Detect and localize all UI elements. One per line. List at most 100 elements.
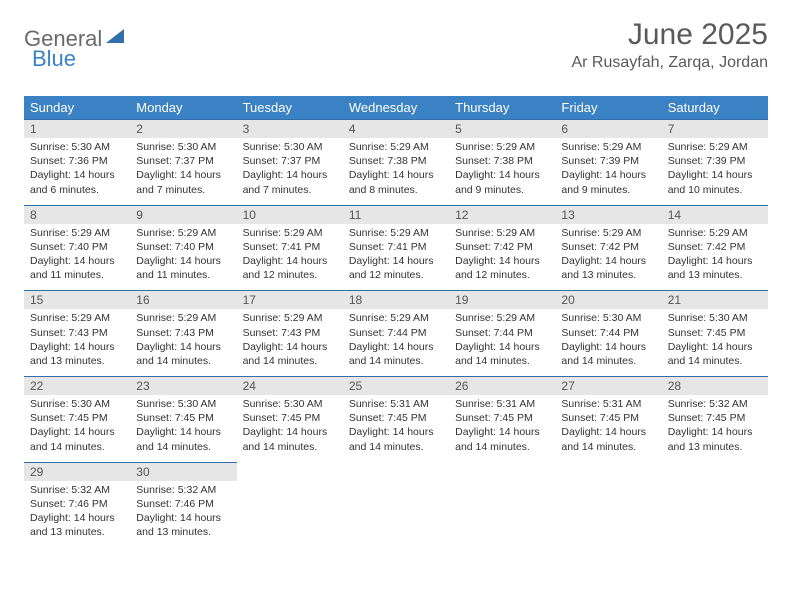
sunrise-line: Sunrise: 5:32 AM — [136, 483, 230, 497]
day-body: Sunrise: 5:29 AMSunset: 7:40 PMDaylight:… — [130, 224, 236, 291]
day-body: Sunrise: 5:32 AMSunset: 7:46 PMDaylight:… — [24, 481, 130, 548]
calendar-table: SundayMondayTuesdayWednesdayThursdayFrid… — [24, 96, 768, 547]
sunrise-line: Sunrise: 5:29 AM — [136, 311, 230, 325]
day-number: 6 — [555, 120, 661, 138]
calendar-cell: 5 Sunrise: 5:29 AMSunset: 7:38 PMDaylight… — [449, 120, 555, 206]
day-body: Sunrise: 5:30 AMSunset: 7:37 PMDaylight:… — [237, 138, 343, 205]
calendar-cell: 18Sunrise: 5:29 AMSunset: 7:44 PMDayligh… — [343, 291, 449, 377]
day-number: 24 — [237, 377, 343, 395]
sunrise-line: Sunrise: 5:31 AM — [349, 397, 443, 411]
daylight-line: Daylight: 14 hours and 14 minutes. — [243, 340, 337, 368]
daylight-line: Daylight: 14 hours and 14 minutes. — [455, 425, 549, 453]
sunrise-line: Sunrise: 5:29 AM — [243, 226, 337, 240]
sunset-line: Sunset: 7:36 PM — [30, 154, 124, 168]
day-body: Sunrise: 5:29 AMSunset: 7:40 PMDaylight:… — [24, 224, 130, 291]
daylight-line: Daylight: 14 hours and 14 minutes. — [455, 340, 549, 368]
day-number: 20 — [555, 291, 661, 309]
calendar-cell: 7Sunrise: 5:29 AMSunset: 7:39 PMDaylight… — [662, 120, 768, 206]
day-number: 23 — [130, 377, 236, 395]
day-number: 22 — [24, 377, 130, 395]
sunset-line: Sunset: 7:39 PM — [561, 154, 655, 168]
sunset-line: Sunset: 7:40 PM — [30, 240, 124, 254]
calendar-cell: 4Sunrise: 5:29 AMSunset: 7:38 PMDaylight… — [343, 120, 449, 206]
day-body: Sunrise: 5:30 AMSunset: 7:45 PMDaylight:… — [24, 395, 130, 462]
day-body: Sunrise: 5:32 AMSunset: 7:46 PMDaylight:… — [130, 481, 236, 548]
calendar-cell: 23Sunrise: 5:30 AMSunset: 7:45 PMDayligh… — [130, 377, 236, 463]
sunset-line: Sunset: 7:43 PM — [136, 326, 230, 340]
calendar-cell-empty: .. — [449, 462, 555, 547]
sunset-line: Sunset: 7:42 PM — [668, 240, 762, 254]
day-number: 26 — [449, 377, 555, 395]
calendar-row: 1Sunrise: 5:30 AMSunset: 7:36 PMDaylight… — [24, 120, 768, 206]
sunrise-line: Sunrise: 5:29 AM — [561, 226, 655, 240]
sunset-line: Sunset: 7:45 PM — [243, 411, 337, 425]
sunrise-line: Sunrise: 5:29 AM — [30, 226, 124, 240]
calendar-cell: 17Sunrise: 5:29 AMSunset: 7:43 PMDayligh… — [237, 291, 343, 377]
sunset-line: Sunset: 7:45 PM — [349, 411, 443, 425]
daylight-line: Daylight: 14 hours and 14 minutes. — [561, 425, 655, 453]
day-number: 16 — [130, 291, 236, 309]
calendar-cell: 24Sunrise: 5:30 AMSunset: 7:45 PMDayligh… — [237, 377, 343, 463]
day-body: Sunrise: 5:29 AMSunset: 7:43 PMDaylight:… — [237, 309, 343, 376]
calendar-cell: 14Sunrise: 5:29 AMSunset: 7:42 PMDayligh… — [662, 205, 768, 291]
daylight-line: Daylight: 14 hours and 12 minutes. — [349, 254, 443, 282]
day-number: 1 — [24, 120, 130, 138]
calendar-cell: 28Sunrise: 5:32 AMSunset: 7:45 PMDayligh… — [662, 377, 768, 463]
day-number: 17 — [237, 291, 343, 309]
day-number: 5 — [449, 120, 555, 138]
month-title: June 2025 — [571, 18, 768, 52]
weekday-header: Sunday — [24, 96, 130, 120]
daylight-line: Daylight: 14 hours and 10 minutes. — [668, 168, 762, 196]
sunset-line: Sunset: 7:43 PM — [30, 326, 124, 340]
daylight-line: Daylight: 14 hours and 9 minutes. — [455, 168, 549, 196]
sunset-line: Sunset: 7:45 PM — [561, 411, 655, 425]
day-number: 8 — [24, 206, 130, 224]
calendar-row: 29Sunrise: 5:32 AMSunset: 7:46 PMDayligh… — [24, 462, 768, 547]
calendar-cell: 1Sunrise: 5:30 AMSunset: 7:36 PMDaylight… — [24, 120, 130, 206]
sunset-line: Sunset: 7:43 PM — [243, 326, 337, 340]
sunset-line: Sunset: 7:46 PM — [30, 497, 124, 511]
logo-text-blue: Blue — [32, 46, 76, 71]
sunset-line: Sunset: 7:38 PM — [455, 154, 549, 168]
day-body: Sunrise: 5:29 AMSunset: 7:41 PMDaylight:… — [343, 224, 449, 291]
calendar-cell: 22Sunrise: 5:30 AMSunset: 7:45 PMDayligh… — [24, 377, 130, 463]
sunset-line: Sunset: 7:44 PM — [455, 326, 549, 340]
weekday-header: Thursday — [449, 96, 555, 120]
weekday-header: Saturday — [662, 96, 768, 120]
sunset-line: Sunset: 7:44 PM — [349, 326, 443, 340]
sunset-line: Sunset: 7:42 PM — [455, 240, 549, 254]
day-number: 27 — [555, 377, 661, 395]
calendar-cell: 16Sunrise: 5:29 AMSunset: 7:43 PMDayligh… — [130, 291, 236, 377]
sunrise-line: Sunrise: 5:29 AM — [455, 140, 549, 154]
daylight-line: Daylight: 14 hours and 14 minutes. — [30, 425, 124, 453]
daylight-line: Daylight: 14 hours and 14 minutes. — [136, 340, 230, 368]
day-body: Sunrise: 5:30 AMSunset: 7:45 PMDaylight:… — [237, 395, 343, 462]
daylight-line: Daylight: 14 hours and 11 minutes. — [30, 254, 124, 282]
sunset-line: Sunset: 7:38 PM — [349, 154, 443, 168]
day-body: Sunrise: 5:31 AMSunset: 7:45 PMDaylight:… — [343, 395, 449, 462]
day-body: Sunrise: 5:29 AMSunset: 7:44 PMDaylight:… — [449, 309, 555, 376]
day-body: Sunrise: 5:32 AMSunset: 7:45 PMDaylight:… — [662, 395, 768, 462]
daylight-line: Daylight: 14 hours and 14 minutes. — [349, 425, 443, 453]
day-number: 2 — [130, 120, 236, 138]
calendar-cell-empty: .. — [237, 462, 343, 547]
day-body: Sunrise: 5:29 AMSunset: 7:42 PMDaylight:… — [449, 224, 555, 291]
sunrise-line: Sunrise: 5:29 AM — [349, 311, 443, 325]
calendar-cell: 15Sunrise: 5:29 AMSunset: 7:43 PMDayligh… — [24, 291, 130, 377]
day-body: Sunrise: 5:30 AMSunset: 7:44 PMDaylight:… — [555, 309, 661, 376]
sunset-line: Sunset: 7:45 PM — [455, 411, 549, 425]
daylight-line: Daylight: 14 hours and 13 minutes. — [668, 254, 762, 282]
day-body: Sunrise: 5:29 AMSunset: 7:43 PMDaylight:… — [130, 309, 236, 376]
day-body: Sunrise: 5:30 AMSunset: 7:45 PMDaylight:… — [662, 309, 768, 376]
sunrise-line: Sunrise: 5:32 AM — [30, 483, 124, 497]
day-number: 4 — [343, 120, 449, 138]
weekday-header: Wednesday — [343, 96, 449, 120]
sunrise-line: Sunrise: 5:31 AM — [561, 397, 655, 411]
calendar-cell-empty: .. — [662, 462, 768, 547]
location-text: Ar Rusayfah, Zarqa, Jordan — [571, 54, 768, 72]
day-number: 13 — [555, 206, 661, 224]
daylight-line: Daylight: 14 hours and 12 minutes. — [243, 254, 337, 282]
calendar-cell: 13Sunrise: 5:29 AMSunset: 7:42 PMDayligh… — [555, 205, 661, 291]
day-body: Sunrise: 5:29 AMSunset: 7:42 PMDaylight:… — [662, 224, 768, 291]
day-number: 10 — [237, 206, 343, 224]
